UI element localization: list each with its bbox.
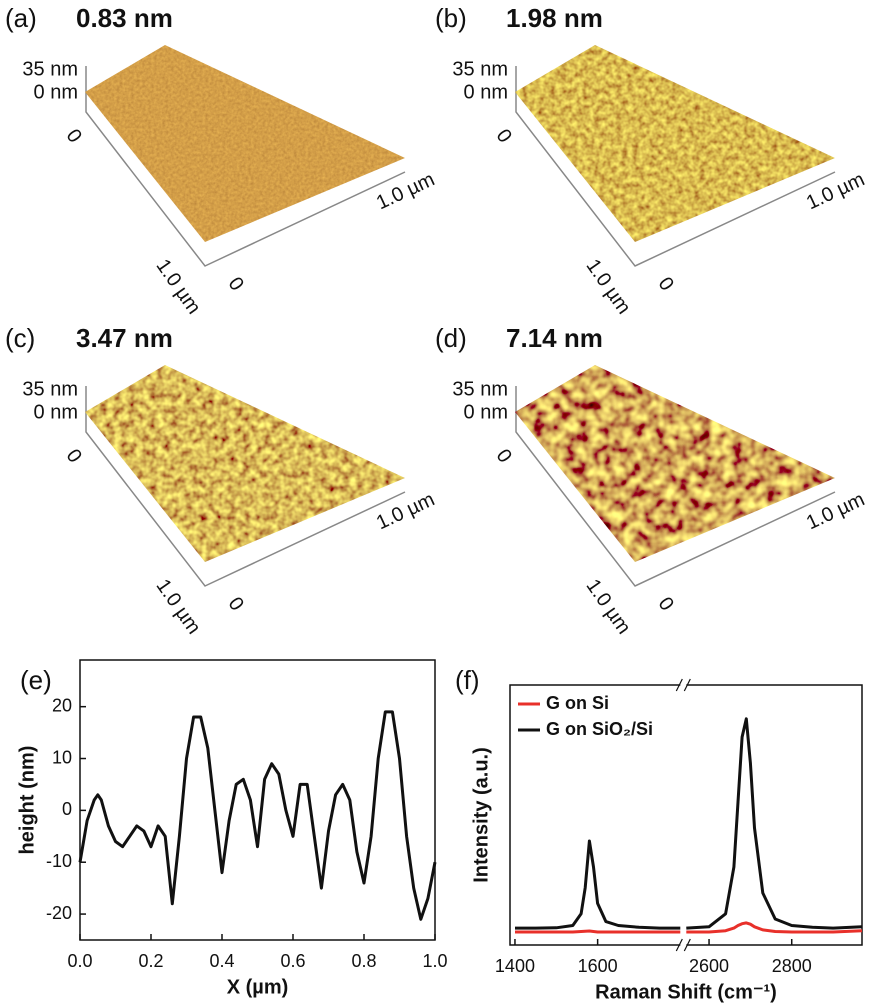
z-label: 0 nm [464,401,508,423]
axis-label: 1.0 µm [373,488,438,534]
panel-label: (c) [5,323,35,353]
y-tick-label: -20 [46,903,72,923]
x-tick-label: 2800 [772,956,812,976]
z-label: 0 nm [464,81,508,103]
axis-label: 1.0 µm [152,575,205,638]
axis-break [683,678,691,692]
axis-label: 1.0 µm [152,255,205,318]
line [515,921,863,934]
axis [515,66,836,267]
y-tick-label: 0 [62,799,72,819]
x-tick-label: 1600 [578,956,618,976]
panel-label: (b) [435,3,467,33]
panel-label: (e) [20,665,52,695]
afm-surface [85,365,405,562]
axis-break-gap [680,941,687,949]
z-label: 35 nm [452,378,508,400]
x-tick-label: 0.2 [138,951,163,971]
afm-surface [515,365,835,562]
roughness: 7.14 nm [506,323,603,353]
axis-label: 0 [492,445,516,467]
line [515,717,863,930]
axis-label: 0 [224,593,248,615]
legend-label: G on SiO₂/Si [546,719,653,739]
x-tick-label: 0.8 [351,951,376,971]
roughness: 1.98 nm [506,3,603,33]
axis-break [675,938,683,952]
axis-label: 1.0 µm [803,488,868,534]
x-tick-label: 2600 [689,956,729,976]
z-label: 35 nm [22,58,78,80]
plot-frame [79,659,436,941]
y-axis-label: Intensity (a.u.) [470,747,492,883]
x-tick-label: 0.4 [209,951,234,971]
line [78,710,437,921]
axis-label: 1.0 µm [582,575,635,638]
y-tick-label: -10 [46,851,72,871]
axis-break-gap [680,681,687,689]
axis-label: 0 [224,273,248,295]
axis-label: 0 [62,125,86,147]
z-label: 0 nm [34,81,78,103]
y-tick-label: 20 [52,695,72,715]
axis-label: 0 [492,125,516,147]
y-axis-label: height (nm) [16,746,38,855]
x-axis-label: Raman Shift (cm⁻¹) [595,981,777,1003]
axis-label: 0 [62,445,86,467]
x-tick-label: 1400 [495,956,535,976]
axis [85,386,406,587]
axis-label: 0 [654,273,678,295]
afm-surface [515,45,835,242]
afm-surface [85,45,405,242]
x-tick-label: 0.6 [280,951,305,971]
axis-label: 0 [654,593,678,615]
panel-label: (a) [5,3,37,33]
axis-break [683,938,691,952]
z-label: 0 nm [34,401,78,423]
y-tick-label: 10 [52,747,72,767]
x-axis-label: X (µm) [227,976,289,998]
axis-label: 1.0 µm [373,168,438,214]
x-tick-label: 1.0 [422,951,447,971]
roughness: 3.47 nm [76,323,173,353]
axis [515,386,836,587]
roughness: 0.83 nm [76,3,173,33]
axis-break [675,678,683,692]
panel-label: (d) [435,323,467,353]
axis-label: 1.0 µm [803,168,868,214]
axis [85,66,406,267]
x-tick-label: 0.0 [67,951,92,971]
panel-label: (f) [455,665,480,695]
legend-label: G on Si [546,693,609,713]
z-label: 35 nm [22,378,78,400]
z-label: 35 nm [452,58,508,80]
axis-label: 1.0 µm [582,255,635,318]
